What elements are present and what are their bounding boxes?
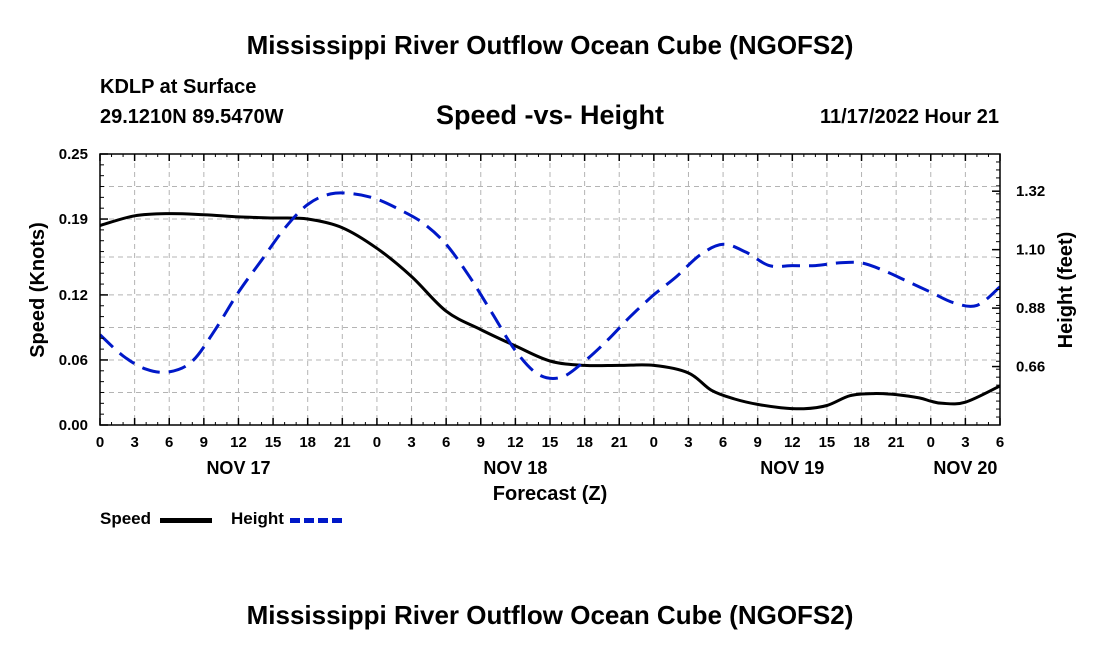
x-tick-label: 21 [611, 434, 628, 451]
legend-height-swatch [290, 518, 342, 523]
tick-labels: 0 3 6 9 12 15 18 21 0 3 6 9 12 15 18 21 0 3 6 9 12 15 18 21 0 3 6 N… [59, 146, 1045, 478]
x-tick-label: 15 [819, 434, 836, 451]
x-tick-label: 0 [650, 434, 658, 451]
series-line-speed [100, 212, 1000, 411]
x-tick-label: 6 [996, 434, 1004, 451]
day-label: NOV 19 [760, 458, 824, 478]
series-layer [100, 191, 1000, 411]
forecast-datetime: 11/17/2022 Hour 21 [819, 106, 999, 128]
x-tick-label: 18 [299, 434, 316, 451]
day-label: NOV 18 [483, 458, 547, 478]
x-tick-label: 12 [230, 434, 247, 451]
y2-axis-label: Height (feet) [1055, 232, 1077, 349]
x-tick-label: 3 [961, 434, 969, 451]
x-tick-label: 0 [373, 434, 381, 451]
grid [100, 154, 1000, 425]
x-tick-label: 12 [507, 434, 524, 451]
y2-tick-label: 0.66 [1016, 359, 1045, 376]
x-tick-label: 9 [200, 434, 208, 451]
x-tick-label: 0 [96, 434, 104, 451]
y-tick-label: 0.00 [59, 417, 88, 434]
day-label: NOV 17 [206, 458, 270, 478]
y-tick-label: 0.19 [59, 211, 88, 228]
y-tick-label: 0.06 [59, 352, 88, 369]
x-tick-label: 0 [927, 434, 935, 451]
station-coordinates: 29.1210N 89.5470W [100, 106, 284, 128]
x-tick-label: 6 [442, 434, 450, 451]
ticks [99, 153, 1001, 426]
x-tick-label: 18 [576, 434, 593, 451]
legend-speed-swatch [160, 518, 212, 523]
x-tick-label: 3 [407, 434, 415, 451]
x-tick-label: 21 [888, 434, 905, 451]
legend-height-label: Height [231, 509, 284, 528]
x-tick-label: 9 [477, 434, 485, 451]
chart-title: Mississippi River Outflow Ocean Cube (NG… [246, 30, 854, 60]
y-axis-label: Speed (Knots) [27, 222, 49, 358]
x-tick-label: 12 [784, 434, 801, 451]
y2-tick-label: 1.32 [1016, 183, 1045, 200]
y-tick-label: 0.25 [59, 146, 88, 163]
x-axis-label: Forecast (Z) [493, 483, 607, 505]
x-tick-label: 3 [130, 434, 138, 451]
x-tick-label: 15 [265, 434, 282, 451]
y2-tick-label: 0.88 [1016, 300, 1045, 317]
x-tick-label: 3 [684, 434, 692, 451]
station-label: KDLP at Surface [100, 76, 257, 98]
series-line-height [100, 191, 1000, 380]
y2-tick-label: 1.10 [1016, 242, 1045, 259]
day-label: NOV 20 [933, 458, 997, 478]
legend-speed-label: Speed [100, 509, 152, 528]
footer-title: Mississippi River Outflow Ocean Cube (NG… [246, 600, 854, 630]
x-tick-label: 18 [853, 434, 870, 451]
x-tick-label: 9 [754, 434, 762, 451]
x-tick-label: 15 [542, 434, 559, 451]
y-tick-label: 0.12 [59, 287, 88, 304]
x-tick-label: 6 [165, 434, 173, 451]
x-tick-label: 21 [334, 434, 351, 451]
x-tick-label: 6 [719, 434, 727, 451]
chart-subtitle: Speed -vs- Height [435, 100, 665, 130]
